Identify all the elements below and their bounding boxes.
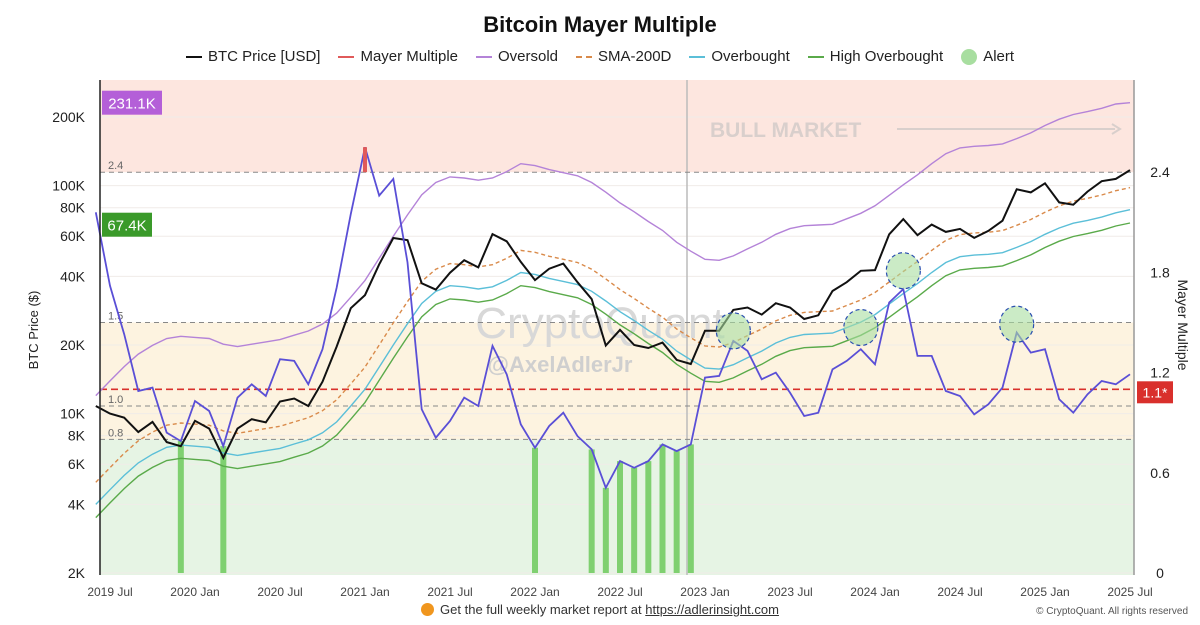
legend-alert[interactable]: Alert xyxy=(961,48,1014,65)
legend-label: BTC Price [USD] xyxy=(207,48,321,65)
x-tick-label: 2020 Jul xyxy=(257,585,302,599)
report-link[interactable]: https://adlerinsight.com xyxy=(645,602,779,617)
legend-label: Overbought xyxy=(711,48,790,65)
reference-label: 2.4 xyxy=(108,160,123,172)
series-btc-price-usd- xyxy=(95,169,1131,461)
x-tick-label: 2024 Jul xyxy=(937,585,982,599)
left-tick-label: 4K xyxy=(68,496,86,512)
left-tick-label: 2K xyxy=(68,565,86,581)
legend-label: Oversold xyxy=(498,48,559,65)
x-tick-label: 2020 Jan xyxy=(170,585,219,599)
footer-text: Get the full weekly market report at xyxy=(440,602,642,617)
legend-btc-price[interactable]: BTC Price [USD] xyxy=(185,48,321,65)
left-tick-label: 10K xyxy=(60,406,86,422)
undervalued-bar xyxy=(588,449,595,573)
legend-label: Mayer Multiple xyxy=(360,48,458,65)
undervalued-bar xyxy=(645,461,652,573)
x-tick-label: 2022 Jan xyxy=(510,585,559,599)
legend-oversold[interactable]: Oversold xyxy=(476,48,558,65)
legend-sma-200d[interactable]: SMA-200D xyxy=(576,48,671,65)
undervalued-bar xyxy=(220,446,227,573)
bull-market-annotation: BULL MARKET xyxy=(710,119,861,142)
legend-label: High Overbought xyxy=(829,48,944,65)
left-tick-label: 60K xyxy=(60,228,86,244)
x-tick-label: 2019 Jul xyxy=(87,585,132,599)
alert-marker xyxy=(885,252,921,290)
series-sma-200d xyxy=(95,186,1131,483)
left-tick-label: 8K xyxy=(68,428,86,444)
legend-label: SMA-200D xyxy=(598,48,672,65)
left-tick-label: 20K xyxy=(60,337,86,353)
x-tick-label: 2024 Jan xyxy=(850,585,899,599)
reference-label: 0.8 xyxy=(108,427,123,439)
alert-marker xyxy=(715,312,751,350)
footer: Get the full weekly market report at htt… xyxy=(0,602,1200,617)
legend-mayer-multiple[interactable]: Mayer Multiple xyxy=(338,48,458,65)
left-tick-label: 40K xyxy=(60,268,86,284)
left-tick-label: 80K xyxy=(60,200,86,216)
x-tick-label: 2021 Jan xyxy=(340,585,389,599)
watermark-author: @AxelAdlerJr xyxy=(488,352,633,377)
undervalued-bar xyxy=(659,444,666,573)
last-value-label: 67.4K xyxy=(107,218,146,235)
overvalued-zone xyxy=(100,80,1134,173)
series-mayer-multiple xyxy=(94,146,1131,491)
series-high-overbought xyxy=(95,222,1131,519)
copyright: © CryptoQuant. All rights reserved xyxy=(1036,606,1188,617)
right-axis-label: Mayer Multiple xyxy=(1175,279,1191,370)
undervalued-bar xyxy=(177,441,184,573)
series-overbought xyxy=(95,209,1131,505)
undervalued-bar xyxy=(602,487,609,573)
x-tick-label: 2021 Jul xyxy=(427,585,472,599)
left-tick-label: 200K xyxy=(52,109,85,125)
left-axis-label: BTC Price ($) xyxy=(26,291,41,370)
x-tick-label: 2023 Jan xyxy=(680,585,729,599)
reference-label: 1.0 xyxy=(108,394,123,406)
alert-marker xyxy=(999,305,1035,343)
alert-marker xyxy=(843,308,879,347)
legend-high-overbought[interactable]: High Overbought xyxy=(807,48,944,65)
coin-icon xyxy=(421,603,435,616)
last-value-label: 231.1K xyxy=(108,96,156,113)
chart-title: Bitcoin Mayer Multiple xyxy=(483,12,717,37)
undervalued-bar xyxy=(631,467,638,573)
x-tick-label: 2022 Jul xyxy=(597,585,642,599)
legend: BTC Price [USD] Mayer Multiple Oversold … xyxy=(0,48,1200,65)
last-value-badge xyxy=(102,212,152,237)
x-tick-label: 2023 Jul xyxy=(767,585,812,599)
last-value-badge xyxy=(102,90,162,115)
x-tick-label: 2025 Jul xyxy=(1107,585,1152,599)
undervalued-bar xyxy=(617,461,623,573)
right-tick-label: 0 xyxy=(1156,565,1164,581)
right-tick-label: 0.6 xyxy=(1150,465,1170,481)
current-level-badge xyxy=(1137,381,1173,404)
left-tick-label: 100K xyxy=(52,178,85,194)
arrow-head-icon xyxy=(1111,123,1122,135)
right-tick-label: 2.4 xyxy=(1150,164,1170,180)
right-tick-label: 1.8 xyxy=(1150,264,1170,280)
right-tick-label: 1.2 xyxy=(1150,365,1170,381)
series-oversold xyxy=(95,102,1131,397)
undervalued-bar xyxy=(673,451,680,573)
x-tick-label: 2025 Jan xyxy=(1020,585,1069,599)
legend-label: Alert xyxy=(983,48,1015,65)
left-tick-label: 6K xyxy=(68,456,86,472)
undervalued-bar xyxy=(687,444,694,573)
current-level-label: 1.1* xyxy=(1143,384,1168,400)
legend-overbought[interactable]: Overbought xyxy=(689,48,790,65)
undervalued-bar xyxy=(532,447,538,573)
